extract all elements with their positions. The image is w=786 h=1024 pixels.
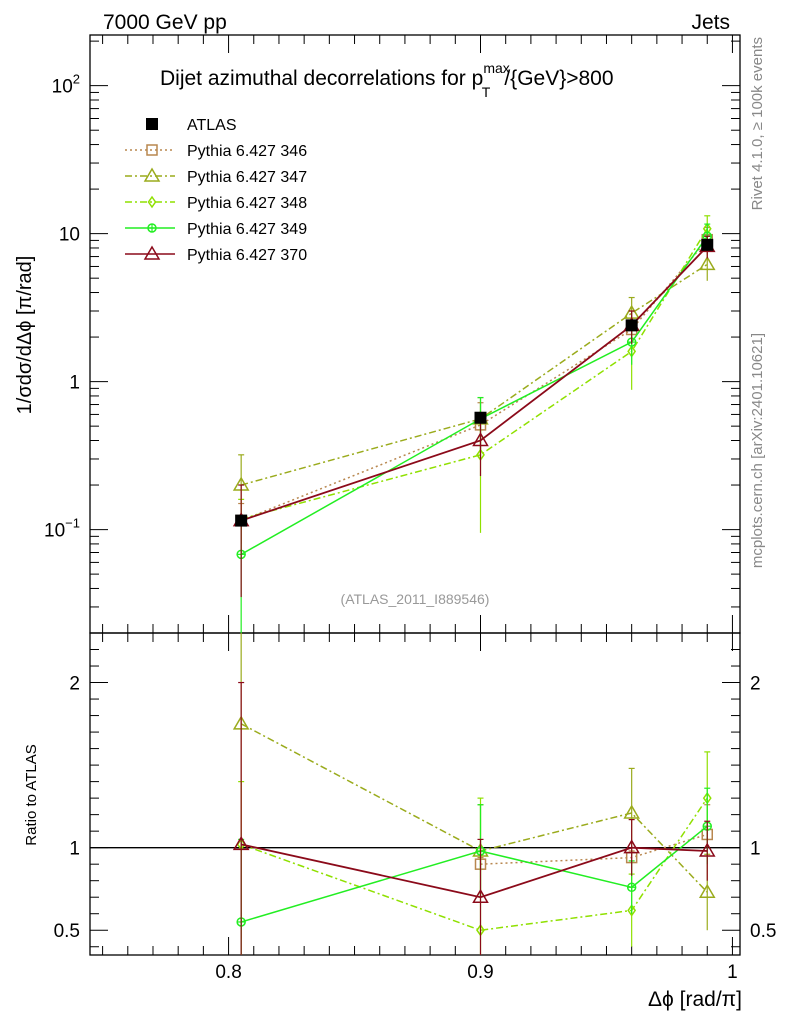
series-line <box>240 228 708 520</box>
legend-marker <box>147 195 157 209</box>
legend-marker <box>143 245 161 260</box>
ratio-panel-frame <box>89 632 741 956</box>
legend-label: ATLAS <box>187 117 237 134</box>
ratio-series-line <box>240 723 708 893</box>
ratio-series-P370 <box>232 681 716 955</box>
data-point <box>235 514 248 527</box>
legend-entry-P349: Pythia 6.427 349 <box>125 221 307 238</box>
legend-marker <box>143 167 161 182</box>
legend-label: Pythia 6.427 346 <box>187 143 307 160</box>
series-line <box>240 263 708 486</box>
mcplots-label: mcplots.cern.ch [arXiv:2401.10621] <box>749 333 766 568</box>
legend-marker <box>147 223 157 233</box>
ratio-data-point <box>623 804 640 819</box>
ratio-series-line <box>240 797 708 931</box>
legend-label: Pythia 6.427 370 <box>187 247 307 264</box>
x-tick-label: 1 <box>727 962 738 983</box>
ratio-series-P347 <box>232 633 716 939</box>
legend-label: Pythia 6.427 349 <box>187 221 307 238</box>
series-line <box>240 245 708 522</box>
legend-marker <box>146 118 158 130</box>
data-point <box>698 255 716 271</box>
ratio-ylabel: Ratio to ATLAS <box>23 744 40 845</box>
rivet-label: Rivet 4.1.0, ≥ 100k events <box>749 37 766 210</box>
legend-marker <box>146 144 158 156</box>
data-point <box>701 238 714 251</box>
ratio-y-tick-label: 2 <box>69 674 80 695</box>
x-tick-label: 0.9 <box>467 962 493 983</box>
y-tick-label: 102 <box>52 72 80 98</box>
legend-entry-P348: Pythia 6.427 348 <box>125 195 307 212</box>
series-line <box>240 235 708 556</box>
ratio-data-point <box>623 839 640 854</box>
series-P370 <box>232 235 716 598</box>
data-point <box>474 411 487 424</box>
series-P349 <box>236 223 712 633</box>
legend-label: Pythia 6.427 348 <box>187 195 307 212</box>
title-sub: T <box>482 84 491 100</box>
series-P348 <box>236 215 712 553</box>
collision-label: 7000 GeV pp <box>103 11 227 34</box>
legend-entry-P346: Pythia 6.427 346 <box>125 143 307 160</box>
ratio-y-tick-label: 0.5 <box>54 921 80 942</box>
ratio-y-tick-label-right: 0.5 <box>750 921 776 942</box>
legend-entry-ATLAS: ATLAS <box>146 117 237 134</box>
title-sup: max <box>483 60 509 76</box>
ratio-data-point <box>472 888 489 903</box>
ratio-series-line <box>240 843 708 899</box>
process-label: Jets <box>691 11 730 34</box>
ratio-data-point <box>626 882 637 893</box>
x-tick-label: 0.8 <box>215 962 241 983</box>
main-ylabel: 1/σdσ/dΔϕ [π/rad] <box>14 256 36 415</box>
ratio-y-tick-label-right: 1 <box>750 839 761 860</box>
ratio-data-point <box>698 842 716 857</box>
data-point <box>625 319 638 332</box>
ratio-y-tick-label: 1 <box>69 839 80 860</box>
series-P347 <box>232 250 716 518</box>
legend-label: Pythia 6.427 347 <box>187 169 307 186</box>
ratio-data-point <box>698 883 716 899</box>
ratio-y-tick-label-right: 2 <box>750 674 761 695</box>
ratio-data-point <box>627 904 637 917</box>
ratio-series-line <box>240 825 708 923</box>
y-tick-label: 1 <box>69 373 80 394</box>
x-axis-title: Δϕ [rad/π] <box>648 988 742 1011</box>
ratio-data-point <box>232 835 250 851</box>
main-series-group <box>232 215 716 633</box>
y-tick-label: 10 <box>59 225 80 246</box>
plot-title: Dijet azimuthal decorrelations for pmax T… <box>160 60 614 100</box>
series-ATLAS <box>235 238 714 527</box>
series-line <box>240 239 708 522</box>
data-point <box>472 431 489 447</box>
title-tail: /{GeV}>800 <box>504 67 613 90</box>
analysis-id: (ATLAS_2011_I889546) <box>341 591 490 607</box>
ratio-series-P348 <box>236 751 712 955</box>
legend-entry-P370: Pythia 6.427 370 <box>125 245 307 264</box>
y-tick-label: 10−1 <box>44 516 80 542</box>
legend-entry-P347: Pythia 6.427 347 <box>125 167 307 186</box>
title-main: Dijet azimuthal decorrelations for p <box>160 67 483 90</box>
ratio-series-group <box>232 633 716 955</box>
series-P346 <box>235 226 713 544</box>
